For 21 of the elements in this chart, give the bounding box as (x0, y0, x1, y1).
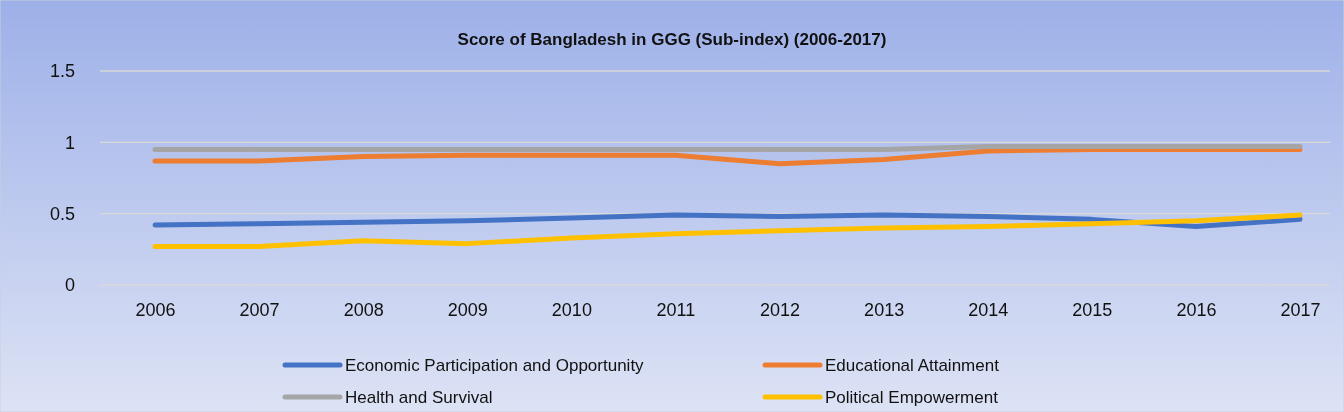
y-tick-label: 1 (64, 132, 75, 153)
x-tick-label: 2016 (1176, 299, 1217, 320)
x-tick-label: 2009 (447, 299, 488, 320)
x-tick-label: 2015 (1072, 299, 1113, 320)
chart-title: Score of Bangladesh in GGG (Sub-index) (2006-2017) (457, 30, 887, 49)
x-tick-label: 2010 (551, 299, 592, 320)
y-tick-label: 0 (64, 275, 75, 296)
y-tick-label: 1.5 (49, 61, 75, 82)
legend-label: Health and Survival (345, 388, 493, 407)
x-tick-label: 2006 (135, 299, 176, 320)
legend-label: Economic Participation and Opportunity (345, 356, 645, 375)
x-tick-label: 2011 (656, 299, 696, 320)
legend-label: Educational Attainment (825, 356, 1000, 375)
legend-label: Political Empowerment (825, 388, 999, 407)
x-tick-label: 2007 (239, 299, 280, 320)
y-tick-label: 0.5 (49, 203, 75, 224)
x-tick-label: 2017 (1280, 299, 1321, 320)
x-tick-label: 2008 (343, 299, 384, 320)
x-tick-label: 2012 (760, 299, 801, 320)
x-tick-label: 2013 (864, 299, 905, 320)
x-tick-label: 2014 (968, 299, 1009, 320)
